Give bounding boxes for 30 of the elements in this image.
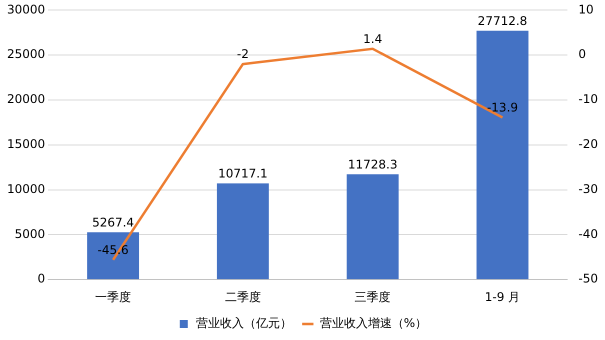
y-tick-label: 10000 [6, 182, 46, 196]
y2-tick-label: -50 [578, 272, 598, 286]
bar [346, 174, 399, 280]
bar [476, 30, 528, 280]
data-label: 11728.3 [348, 157, 398, 172]
y-tick-label: 30000 [6, 2, 46, 16]
data-label: 5267.4 [92, 215, 134, 230]
data-label: -13.9 [486, 100, 518, 115]
y2-tick-label: -30 [578, 182, 598, 196]
data-label: 10717.1 [218, 166, 268, 180]
y-tick-label: 0 [38, 272, 46, 286]
bar [216, 183, 269, 280]
y-tick-label: 20000 [6, 92, 46, 106]
y2-tick-label: 0 [578, 47, 586, 62]
x-tick-label: 一季度 [95, 290, 132, 304]
data-label: -2 [236, 47, 249, 62]
y-tick-label: 15000 [6, 137, 46, 152]
legend-label: 营业收入增速（%） [320, 316, 428, 330]
y-tick-label: 5000 [14, 226, 46, 241]
x-tick-label: 1-9 月 [484, 290, 520, 304]
y2-tick-label: -20 [578, 137, 598, 152]
x-tick-label: 三季度 [354, 290, 391, 304]
data-label: 1.4 [363, 32, 382, 46]
data-label: 27712.8 [478, 14, 528, 28]
y2-tick-label: -40 [578, 226, 598, 241]
y-tick-label: 25000 [6, 47, 46, 62]
y2-tick-label: 10 [578, 2, 594, 16]
x-tick-label: 二季度 [224, 290, 261, 304]
legend-label: 营业收入（亿元） [196, 316, 292, 330]
y2-tick-label: -10 [578, 92, 598, 106]
